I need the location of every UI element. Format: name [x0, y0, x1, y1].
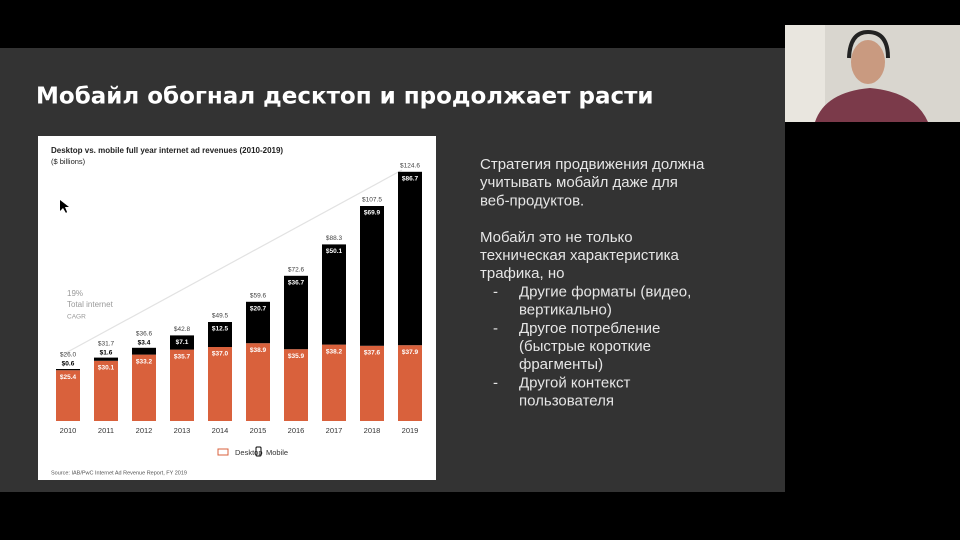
bar-segment	[94, 360, 118, 421]
total-label: $36.6	[136, 331, 153, 338]
x-tick-label: 2019	[402, 426, 419, 435]
annotation: CAGR	[67, 314, 86, 321]
x-tick-label: 2010	[60, 426, 77, 435]
x-tick-label: 2016	[288, 426, 305, 435]
bullet-line: Другое потребление	[519, 320, 660, 337]
value-label: $50.1	[326, 248, 343, 255]
total-label: $72.6	[288, 267, 305, 274]
bar-segment	[132, 354, 156, 421]
headphones	[847, 29, 890, 59]
legend-label: Mobile	[266, 448, 288, 457]
total-label: $49.5	[212, 313, 229, 320]
bullet-line: пользователя	[519, 393, 614, 410]
value-label: $0.6	[62, 361, 75, 368]
value-label: $69.9	[364, 210, 381, 217]
value-label: $37.0	[212, 351, 229, 358]
total-label: $124.6	[400, 163, 420, 170]
bullet-marker: -	[493, 320, 498, 337]
person-body	[815, 88, 928, 122]
value-label: $36.7	[288, 280, 305, 287]
x-tick-label: 2012	[136, 426, 153, 435]
total-label: $59.6	[250, 293, 267, 300]
value-label: $38.2	[326, 348, 343, 355]
bar-segment	[398, 345, 422, 421]
paragraph-line: Мобайл это не только	[480, 229, 633, 246]
value-label: $37.6	[364, 350, 381, 357]
bar-segment	[56, 370, 80, 421]
x-tick-label: 2013	[174, 426, 191, 435]
value-label: $30.1	[98, 365, 115, 372]
bullet-line: (быстрые короткие	[519, 338, 651, 355]
bar-segment	[284, 275, 308, 350]
total-label: $42.8	[174, 326, 191, 333]
legend-label: Desktop	[235, 448, 263, 457]
bar-segment	[94, 357, 118, 361]
value-label: $37.9	[402, 349, 419, 356]
value-label: $25.4	[60, 374, 77, 381]
bullet-line: вертикально)	[519, 302, 612, 319]
x-tick-label: 2011	[98, 426, 114, 435]
bullet-marker: -	[493, 283, 498, 300]
bar-segment	[208, 322, 232, 347]
total-label: $31.7	[98, 340, 115, 347]
chart-source: Source: IAB/PwC Internet Ad Revenue Repo…	[51, 470, 187, 476]
annotation: 19%	[67, 289, 83, 298]
value-label: $3.4	[138, 340, 151, 347]
legend: Desktop Mobile	[217, 446, 288, 457]
value-label: $20.7	[250, 306, 267, 313]
annotation: Total internet	[67, 300, 114, 309]
bar-segment	[322, 344, 346, 421]
x-tick-label: 2018	[364, 426, 381, 435]
bar-segment	[246, 343, 270, 421]
chart-title: Desktop vs. mobile full year internet ad…	[51, 146, 283, 155]
person-head	[851, 40, 885, 84]
bullet-line: Другой контекст	[519, 374, 630, 391]
value-label: $86.7	[402, 176, 419, 183]
value-label: $33.2	[136, 358, 153, 365]
legend-swatch	[255, 446, 262, 457]
legend-swatch	[217, 448, 229, 456]
value-label: $38.9	[250, 347, 267, 354]
slide-title: Мобайл обогнал десктоп и продолжает раст…	[36, 84, 654, 110]
bar-segment	[208, 347, 232, 421]
value-label: $35.7	[174, 353, 191, 360]
value-label: $12.5	[212, 326, 229, 333]
trend-line	[61, 169, 403, 356]
bar-segment	[132, 347, 156, 355]
bar-segment	[246, 301, 270, 344]
value-label: $35.9	[288, 353, 305, 360]
bullet-line: фрагменты)	[519, 356, 603, 373]
x-tick-label: 2017	[326, 426, 343, 435]
bar-segment	[56, 369, 80, 371]
bar-segment	[360, 345, 384, 421]
total-label: $88.3	[326, 235, 343, 242]
mouse-cursor	[60, 200, 69, 213]
total-label: $107.5	[362, 197, 382, 204]
bar-segment	[170, 335, 194, 350]
bar-segment	[322, 244, 346, 345]
paragraph-line: техническая характеристика	[480, 247, 680, 264]
webcam-wall	[785, 25, 825, 122]
webcam	[785, 25, 960, 122]
bar-segment	[360, 206, 384, 346]
paragraph-line: учитывать мобайл даже для	[480, 174, 678, 191]
bar-segment	[398, 171, 422, 346]
paragraph-line: Стратегия продвижения должна	[480, 156, 705, 173]
bullet-marker: -	[493, 374, 498, 391]
paragraph-line: трафика, но	[480, 265, 564, 282]
bar-segment	[170, 349, 194, 421]
bullet-line: Другие форматы (видео,	[519, 283, 691, 300]
value-label: $7.1	[176, 339, 189, 346]
chart-subtitle: ($ billions)	[51, 157, 86, 166]
bar-segment	[284, 349, 308, 421]
value-label: $1.6	[100, 349, 113, 356]
x-tick-label: 2014	[212, 426, 229, 435]
paragraph-line: веб-продуктов.	[480, 192, 584, 209]
total-label: $26.0	[60, 352, 77, 359]
x-tick-label: 2015	[250, 426, 267, 435]
